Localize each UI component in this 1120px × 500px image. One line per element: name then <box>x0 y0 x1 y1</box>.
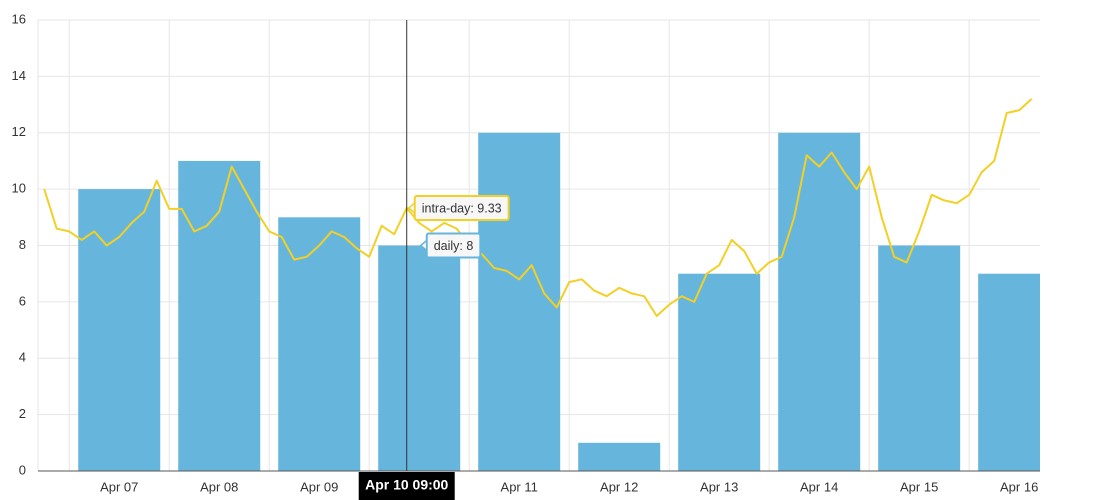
tooltip-text: intra-day: 9.33 <box>422 201 502 215</box>
line <box>43 98 1033 317</box>
bar <box>678 273 761 471</box>
tooltip: intra-day: 9.33 <box>407 195 510 222</box>
x-tick-label: Apr 14 <box>800 479 838 494</box>
x-tick-label: Apr 07 <box>100 479 138 494</box>
x-tick-label: Apr 09 <box>300 479 338 494</box>
x-tick-label: Apr 13 <box>700 479 738 494</box>
x-tick-label: Apr 11 <box>501 479 538 494</box>
bar <box>978 273 1040 471</box>
x-tick-label: Apr 16 <box>1000 479 1038 494</box>
bar <box>378 245 461 471</box>
bar <box>278 217 361 471</box>
y-tick-label: 2 <box>19 406 26 421</box>
bar <box>778 132 861 471</box>
y-tick-label: 12 <box>12 124 26 139</box>
bar <box>78 189 161 471</box>
x-tick-label: Apr 08 <box>200 479 238 494</box>
x-tick-label: Apr 15 <box>900 479 938 494</box>
bar <box>578 442 661 471</box>
y-tick-label: 16 <box>12 11 26 26</box>
bar <box>178 160 261 471</box>
y-tick-label: 8 <box>19 237 26 252</box>
tooltip: daily: 8 <box>419 232 482 259</box>
tooltip-pointer <box>407 201 416 215</box>
crosshair-label: Apr 10 09:00 <box>365 477 448 493</box>
bar <box>478 132 561 471</box>
tooltip-pointer <box>419 238 428 253</box>
plot-area <box>43 98 1040 471</box>
crosshair-label-bg <box>358 472 455 500</box>
bar <box>878 245 961 471</box>
y-tick-label: 0 <box>19 462 26 477</box>
y-tick-label: 10 <box>12 181 26 196</box>
tooltip-text: daily: 8 <box>434 239 474 253</box>
y-tick-label: 14 <box>12 68 26 83</box>
y-tick-label: 6 <box>19 293 26 308</box>
x-tick-label: Apr 12 <box>600 479 638 494</box>
y-tick-label: 4 <box>19 350 26 365</box>
